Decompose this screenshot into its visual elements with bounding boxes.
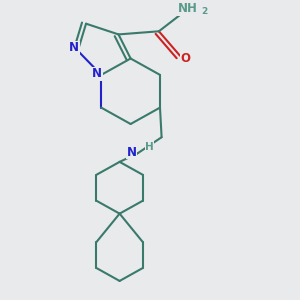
Text: N: N (92, 68, 102, 80)
Text: H: H (146, 142, 154, 152)
Text: O: O (181, 52, 191, 64)
Text: N: N (69, 41, 79, 54)
Text: N: N (127, 146, 136, 159)
Text: NH: NH (178, 2, 198, 15)
Text: 2: 2 (202, 7, 208, 16)
